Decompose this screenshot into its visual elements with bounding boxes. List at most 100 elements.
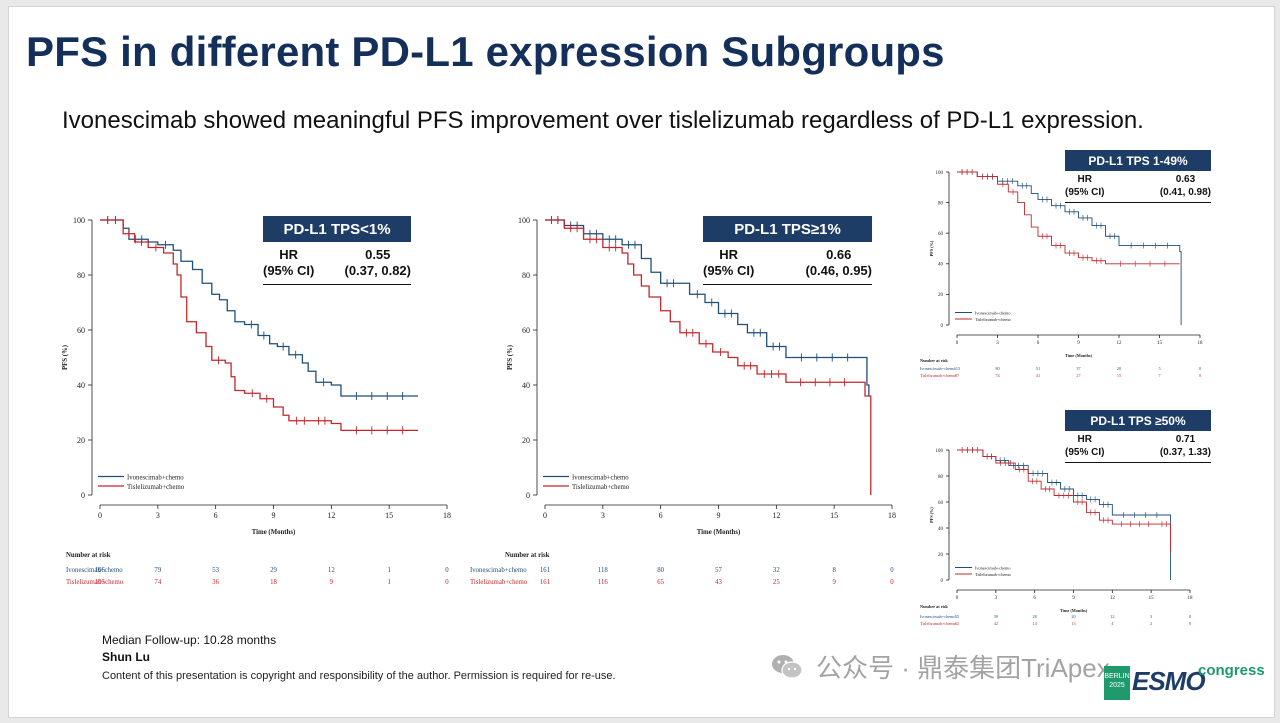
y-tick-label: 20 <box>938 553 944 558</box>
y-tick-label: 60 <box>938 501 944 506</box>
risk-value: 32 <box>773 567 780 574</box>
legend-label: Ivonescimab+chemo <box>127 474 184 481</box>
hr-box-values: HR (95% CI) 0.63 (0.41, 0.98) <box>1065 171 1211 203</box>
x-tick-label: 15 <box>830 511 838 520</box>
risk-row-label: Tislelizumab+chemo <box>920 373 956 378</box>
risk-value: 55 <box>955 614 959 619</box>
hr-box-title: PD-L1 TPS ≥50% <box>1065 410 1211 431</box>
risk-value: 41 <box>1036 373 1040 378</box>
risk-value: 74 <box>995 373 1000 378</box>
risk-value: 9 <box>330 579 334 586</box>
risk-value: 62 <box>955 621 959 626</box>
hr-values: 0.63 (0.41, 0.98) <box>1160 174 1211 199</box>
km-curve-tislelizumab <box>957 449 1172 553</box>
risk-value: 79 <box>154 567 161 574</box>
risk-value: 105 <box>95 567 106 574</box>
risk-value: 20 <box>1071 614 1075 619</box>
risk-value: 36 <box>212 579 219 586</box>
y-tick-label: 0 <box>941 579 944 584</box>
risk-value: 97 <box>955 373 959 378</box>
x-axis-label: Time (Months) <box>252 529 296 536</box>
copyright-text: Content of this presentation is copyrigh… <box>102 670 616 682</box>
y-tick-label: 0 <box>81 491 85 500</box>
x-tick-label: 6 <box>214 511 218 520</box>
risk-value: 0 <box>1199 373 1201 378</box>
y-tick-label: 60 <box>522 326 530 335</box>
y-tick-label: 20 <box>77 436 85 445</box>
x-tick-label: 9 <box>1072 596 1075 601</box>
risk-table-title: Number at risk <box>920 604 948 609</box>
y-tick-label: 80 <box>77 271 85 280</box>
y-tick-label: 80 <box>938 201 944 206</box>
followup-text: Median Follow-up: 10.28 months <box>102 633 277 647</box>
risk-table-title: Number at risk <box>920 358 948 363</box>
hr-labels: HR (95% CI) <box>1065 174 1104 199</box>
risk-value: 1 <box>387 567 390 574</box>
risk-value: 0 <box>1189 621 1191 626</box>
legend-label: Tislelizumab+chemo <box>572 484 630 491</box>
risk-row-label: Tislelizumab+chemo <box>920 621 956 626</box>
hr-box-title: PD-L1 TPS 1-49% <box>1065 150 1211 171</box>
x-tick-label: 0 <box>956 341 959 346</box>
y-tick-label: 100 <box>518 216 530 225</box>
ci-value: (0.37, 1.33) <box>1159 446 1211 458</box>
hr-values: 0.71 (0.37, 1.33) <box>1160 434 1211 459</box>
x-tick-label: 12 <box>1110 596 1116 601</box>
risk-value: 74 <box>154 579 161 586</box>
x-tick-label: 3 <box>996 341 999 346</box>
y-tick-label: 100 <box>936 171 944 176</box>
watermark: 公众号 · 鼎泰集团TriApex <box>770 648 1110 685</box>
hr-labels: HR (95% CI) <box>263 247 314 280</box>
legend-label: Tislelizumab+chemo <box>975 572 1011 577</box>
risk-value: 28 <box>1033 614 1037 619</box>
x-tick-label: 3 <box>995 596 998 601</box>
risk-value: 18 <box>270 579 277 586</box>
km-curve-ivonescimab <box>100 219 419 397</box>
risk-value: 51 <box>1036 366 1040 371</box>
risk-value: 12 <box>328 567 335 574</box>
y-tick-label: 100 <box>936 449 944 454</box>
x-axis-label: Time (Months) <box>1065 353 1093 358</box>
risk-value: 15 <box>1117 373 1121 378</box>
hr-values: 0.66 (0.46, 0.95) <box>806 247 873 280</box>
km-chart-tps-1-49: 0 20 40 60 80 100 0 3 6 9 12 15 18 Time (Months) PFS (… <box>920 169 1203 378</box>
risk-table-title: Number at risk <box>66 552 111 559</box>
x-tick-label: 18 <box>1188 596 1194 601</box>
hr-box-tps-ge50: PD-L1 TPS ≥50% HR (95% CI) 0.71 (0.37, 1.3… <box>1065 410 1211 463</box>
risk-value: 118 <box>598 567 609 574</box>
risk-row-label: Ivonescimab+chemo <box>920 366 955 371</box>
ci-label: (95% CI) <box>703 263 755 279</box>
y-tick-label: 40 <box>77 381 85 390</box>
y-tick-label: 40 <box>938 263 944 268</box>
x-axis-label: Time (Months) <box>697 529 741 536</box>
risk-value: 20 <box>1117 366 1121 371</box>
risk-value: 0 <box>445 567 449 574</box>
risk-value: 12 <box>1110 614 1114 619</box>
risk-value: 27 <box>1076 373 1080 378</box>
risk-value: 1 <box>387 579 390 586</box>
y-tick-label: 20 <box>938 293 944 298</box>
hr-label: HR <box>719 247 739 262</box>
hr-labels: HR (95% CI) <box>703 247 754 280</box>
hr-value: 0.71 <box>1175 434 1196 445</box>
x-tick-label: 12 <box>327 511 335 520</box>
y-tick-label: 40 <box>522 381 530 390</box>
esmo-city: BERLIN <box>1104 673 1130 680</box>
risk-value: 115 <box>954 366 960 371</box>
y-tick-label: 40 <box>938 527 944 532</box>
km-curve-tislelizumab <box>957 171 1180 265</box>
legend-label: Tislelizumab+chemo <box>127 484 185 491</box>
risk-value: 53 <box>212 567 219 574</box>
hr-box-tps-ge1: PD-L1 TPS≥1% HR (95% CI) 0.66 (0.46, 0.95) <box>703 216 872 285</box>
risk-value: 8 <box>832 567 836 574</box>
legend-label: Ivonescimab+chemo <box>975 310 1010 315</box>
km-curve-ivonescimab <box>957 449 1172 580</box>
legend-label: Ivonescimab+chemo <box>975 565 1010 570</box>
risk-value: 80 <box>995 366 999 371</box>
hr-box-values: HR (95% CI) 0.55 (0.37, 0.82) <box>263 242 411 285</box>
risk-value: 0 <box>890 567 894 574</box>
page-title: PFS in different PD-L1 expression Subgro… <box>26 28 945 75</box>
risk-value: 116 <box>598 579 609 586</box>
